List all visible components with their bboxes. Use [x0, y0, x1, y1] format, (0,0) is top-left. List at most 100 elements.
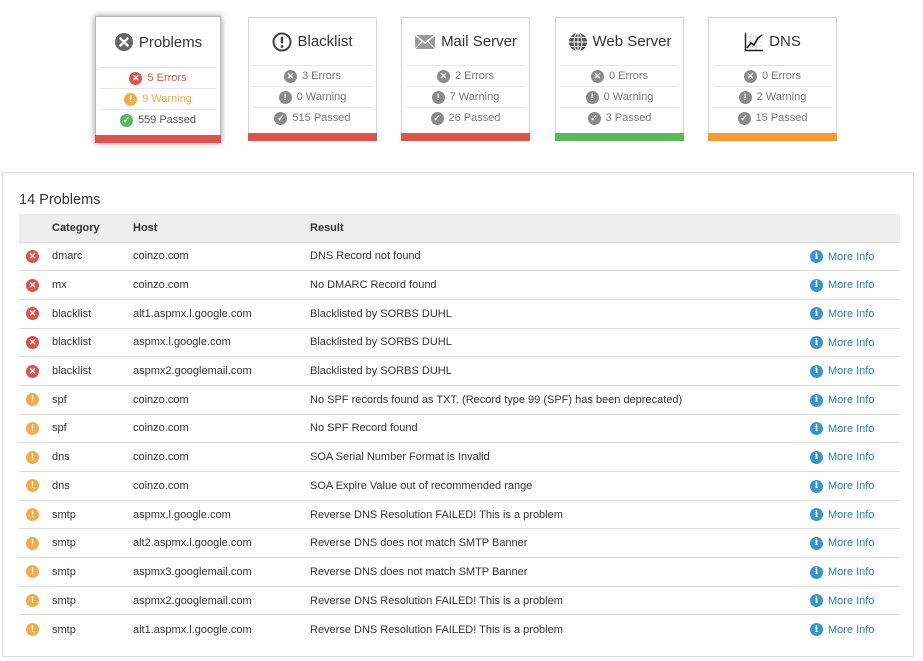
- card-stat-passed: ✓ 515 Passed: [253, 107, 372, 128]
- exclamation-circle-icon: !: [124, 92, 138, 106]
- table-row: ! spf coinzo.com No SPF records found as TX…: [19, 384, 900, 415]
- info-icon: i: [810, 422, 823, 436]
- card-stat-errors: ✕ 2 Errors: [406, 65, 525, 86]
- panel-title: 14 Problems: [19, 192, 101, 208]
- info-icon: i: [810, 307, 823, 321]
- error-circle-icon: ✕: [26, 364, 39, 378]
- warning-circle-icon: !: [26, 393, 39, 407]
- cell-host: aspmx2.googlemail.com: [133, 356, 310, 386]
- cell-host: coinzo.com: [133, 241, 310, 271]
- more-info-link[interactable]: i More Info: [810, 479, 874, 493]
- exclamation-circle-icon: !: [278, 90, 292, 104]
- cell-host: coinzo.com: [133, 384, 310, 415]
- card-stat-passed: ✓ 559 Passed: [100, 109, 216, 130]
- warning-circle-icon: !: [26, 565, 39, 579]
- cell-host: coinzo.com: [133, 413, 310, 443]
- more-info-link[interactable]: i More Info: [810, 565, 874, 579]
- cell-category: dns: [52, 471, 133, 501]
- column-header-category: Category: [52, 214, 133, 242]
- cell-category: blacklist: [52, 356, 133, 386]
- more-info-link[interactable]: i More Info: [810, 536, 874, 550]
- cell-category: smtp: [52, 557, 133, 587]
- cell-host: aspmx3.googlemail.com: [133, 557, 310, 587]
- more-info-link[interactable]: i More Info: [810, 307, 874, 321]
- check-circle-icon: ✓: [119, 113, 133, 127]
- status-bar: [401, 133, 530, 141]
- table-row: ! smtp aspmx3.googlemail.com Reverse DNS do…: [19, 557, 900, 587]
- card-stat-passed: ✓ 3 Passed: [560, 107, 679, 128]
- card-stat-passed: ✓ 26 Passed: [406, 107, 525, 128]
- info-icon: i: [810, 508, 823, 522]
- cell-result: DNS Record not found: [310, 241, 810, 271]
- warning-circle-icon: !: [26, 421, 39, 435]
- card-dns[interactable]: DNS ✕ 0 Errors ! 2 Warning ✓ 15 Passed: [708, 17, 837, 141]
- info-icon: i: [810, 536, 823, 550]
- status-bar: [555, 133, 684, 141]
- error-circle-icon: ✕: [26, 307, 39, 321]
- cell-result: SOA Expire Value out of recommended rang…: [310, 471, 810, 501]
- table-row: ✕ blacklist aspmx.l.google.com Blacklisted …: [19, 327, 900, 357]
- more-info-link[interactable]: i More Info: [810, 594, 874, 608]
- cell-result: Blacklisted by SORBS DUHL: [310, 327, 810, 357]
- cell-host: aspmx2.googlemail.com: [133, 585, 310, 615]
- table-row: ✕ blacklist aspmx2.googlemail.com Blacklist…: [19, 356, 900, 386]
- warning-circle-icon: !: [26, 536, 39, 550]
- cell-result: Reverse DNS Resolution FAILED! This is a…: [310, 614, 810, 644]
- problems-table-body: ✕ dmarc coinzo.com DNS Record not found i Mor…: [19, 241, 900, 644]
- x-circle-icon: ✕: [129, 71, 143, 85]
- cell-result: Reverse DNS Resolution FAILED! This is a…: [310, 585, 810, 615]
- cell-result: SOA Serial Number Format is Invalid: [310, 442, 810, 472]
- status-bar: [248, 133, 377, 141]
- cell-category: spf: [52, 413, 133, 443]
- x-circle-icon: ✕: [743, 69, 757, 83]
- table-row: ! smtp aspmx2.googlemail.com Reverse DNS Re…: [19, 585, 900, 615]
- info-icon: i: [810, 565, 823, 579]
- cell-category: mx: [52, 270, 133, 300]
- more-info-link[interactable]: i More Info: [810, 250, 874, 264]
- more-info-link[interactable]: i More Info: [810, 364, 874, 378]
- cell-host: coinzo.com: [133, 471, 310, 501]
- exclamation-circle-icon: !: [585, 90, 599, 104]
- check-circle-icon: ✓: [430, 111, 444, 125]
- more-info-link[interactable]: i More Info: [810, 450, 874, 464]
- info-icon: i: [810, 393, 823, 407]
- card-title: Mail Server: [441, 33, 517, 50]
- table-row: ! smtp alt1.aspmx.l.google.com Reverse DNS …: [19, 614, 900, 644]
- more-info-link[interactable]: i More Info: [810, 623, 874, 637]
- card-problems[interactable]: Problems ✕ 5 Errors ! 9 Warning ✓ 559 Passe…: [95, 16, 221, 143]
- info-icon: i: [810, 278, 823, 292]
- more-info-link[interactable]: i More Info: [810, 508, 874, 522]
- error-circle-icon: ✕: [26, 335, 39, 349]
- card-stat-warnings: ! 0 Warning: [253, 86, 372, 107]
- card-title: Blacklist: [297, 33, 353, 50]
- cell-category: blacklist: [52, 298, 133, 329]
- cell-host: aspmx.l.google.com: [133, 327, 310, 357]
- envelope-icon: [414, 32, 436, 52]
- card-web-server[interactable]: Web Server ✕ 0 Errors ! 0 Warning ✓ 3 Passe…: [555, 17, 684, 141]
- more-info-link[interactable]: i More Info: [810, 422, 874, 436]
- cell-category: smtp: [52, 528, 133, 558]
- table-row: ! dns coinzo.com SOA Serial Number Format i…: [19, 442, 900, 472]
- error-circle-icon: ✕: [26, 278, 39, 292]
- more-info-link[interactable]: i More Info: [810, 393, 874, 407]
- more-info-link[interactable]: i More Info: [810, 278, 874, 292]
- cell-category: spf: [52, 384, 133, 415]
- cell-category: dmarc: [52, 241, 133, 271]
- cell-category: blacklist: [52, 327, 133, 357]
- table-row: ! smtp alt2.aspmx.l.google.com Reverse DNS …: [19, 528, 900, 558]
- warning-circle-icon: !: [26, 508, 39, 522]
- exclamation-circle-icon: [272, 32, 292, 52]
- chart-icon: [744, 32, 764, 52]
- summary-cards: Problems ✕ 5 Errors ! 9 Warning ✓ 559 Passe…: [0, 0, 923, 160]
- error-circle-icon: ✕: [26, 249, 39, 263]
- cell-host: alt1.aspmx.l.google.com: [133, 298, 310, 329]
- more-info-link[interactable]: i More Info: [810, 336, 874, 350]
- card-mail-server[interactable]: Mail Server ✕ 2 Errors ! 7 Warning ✓ 26 Pas…: [401, 17, 530, 141]
- x-circle-icon: ✕: [590, 69, 604, 83]
- card-title: DNS: [769, 33, 801, 50]
- card-blacklist[interactable]: Blacklist ✕ 3 Errors ! 0 Warning ✓ 515 Pass…: [248, 17, 377, 141]
- warning-circle-icon: !: [26, 594, 39, 608]
- table-row: ! spf coinzo.com No SPF Record found i More I…: [19, 413, 900, 443]
- status-bar: [95, 135, 221, 143]
- cell-result: Blacklisted by SORBS DUHL: [310, 356, 810, 386]
